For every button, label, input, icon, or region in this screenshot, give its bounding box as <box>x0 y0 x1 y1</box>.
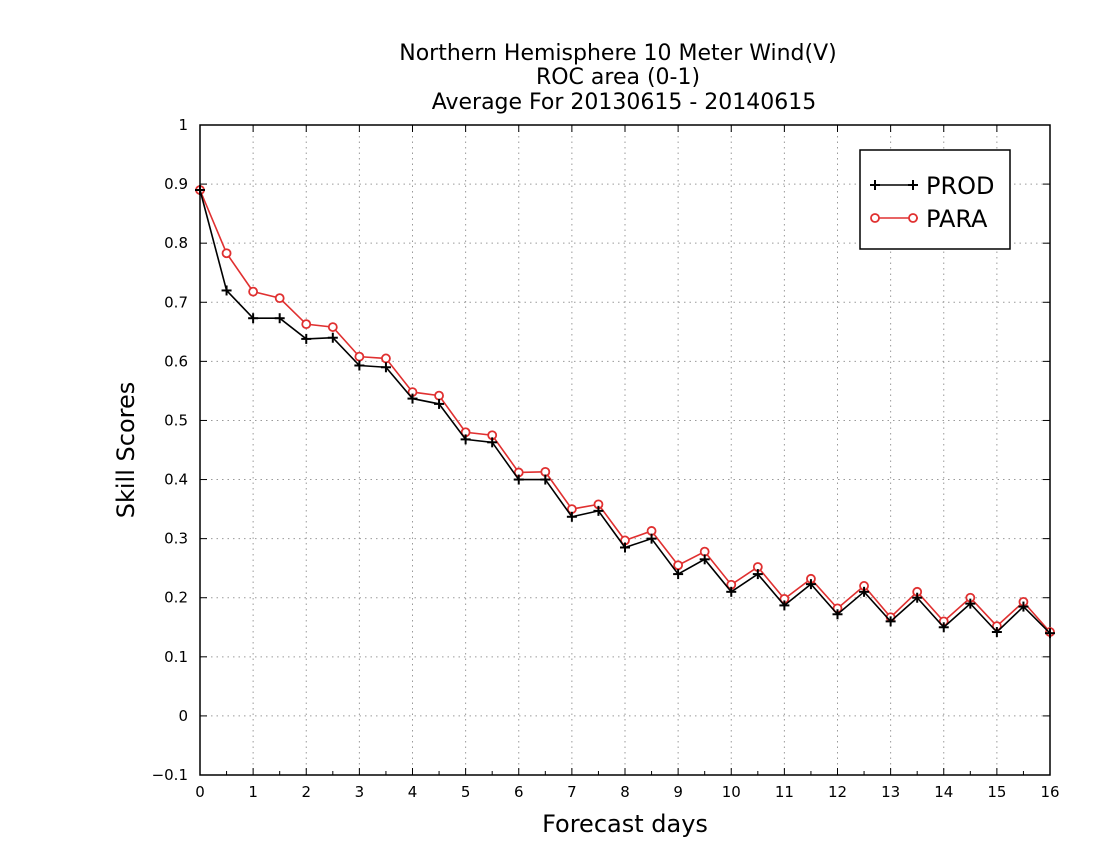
x-tick-label: 12 <box>828 783 847 801</box>
data-point-para <box>301 319 312 330</box>
y-tick-label: 0.4 <box>164 471 188 489</box>
x-axis-ticks: 0 1 2 3 4 5 6 7 8 9 10 11 12 13 14 15 16 <box>195 125 1060 801</box>
data-point-prod <box>407 393 418 404</box>
data-point-para <box>327 322 338 332</box>
legend-item-para: PARA <box>870 205 988 233</box>
x-tick-label: 14 <box>934 783 953 801</box>
legend-box <box>859 149 1011 250</box>
series-prod <box>195 185 1055 639</box>
legend-marker <box>870 180 880 190</box>
data-point-prod <box>460 434 471 445</box>
data-point-prod <box>726 586 737 597</box>
x-tick-label: 8 <box>620 783 630 801</box>
data-point-prod <box>593 505 604 516</box>
legend-marker <box>908 213 918 223</box>
data-point-prod <box>699 554 710 565</box>
x-tick-label: 2 <box>301 783 311 801</box>
data-point-prod <box>380 362 391 373</box>
data-point-prod <box>938 622 949 633</box>
x-tick-label: 15 <box>987 783 1006 801</box>
data-point-para <box>381 353 391 364</box>
title-line-3: Average For 20130615 - 20140615 <box>432 90 817 115</box>
data-point-prod <box>301 333 312 344</box>
legend-marker <box>870 213 880 223</box>
title-line-2: ROC area (0-1) <box>536 65 700 90</box>
data-point-prod <box>354 360 365 371</box>
data-point-para <box>673 560 684 571</box>
x-tick-label: 3 <box>355 783 365 801</box>
x-tick-label: 16 <box>1040 783 1059 801</box>
x-tick-label: 11 <box>775 783 794 801</box>
data-point-para <box>434 390 444 401</box>
x-axis-label: Forecast days <box>542 810 708 838</box>
data-point-prod <box>513 474 524 485</box>
data-point-prod <box>327 332 338 343</box>
data-point-prod <box>991 627 1002 637</box>
y-tick-label: 0.7 <box>164 293 188 311</box>
data-point-prod <box>859 586 870 597</box>
x-tick-label: 4 <box>408 783 418 801</box>
data-point-prod <box>195 185 205 195</box>
data-point-para <box>354 351 365 362</box>
data-point-para <box>274 293 285 304</box>
data-point-prod <box>779 600 790 611</box>
data-point-prod <box>566 511 577 522</box>
y-axis-label: Skill Scores <box>112 382 140 519</box>
legend-item-prod: PROD <box>870 172 995 200</box>
data-point-prod <box>885 616 896 627</box>
data-point-prod <box>1018 601 1029 612</box>
x-tick-label: 6 <box>514 783 524 801</box>
data-point-prod <box>673 569 684 580</box>
data-point-prod <box>1045 628 1055 639</box>
data-point-prod <box>752 569 763 580</box>
legend-label: PROD <box>926 172 995 200</box>
data-point-prod <box>487 437 498 448</box>
y-tick-label: 0 <box>178 707 188 725</box>
y-axis-ticks: −0.1 0 0.1 0.2 0.3 0.4 0.5 0.6 0.7 0.8 0.9 1 <box>152 116 1050 784</box>
data-point-prod <box>805 579 816 590</box>
data-point-prod <box>620 542 630 553</box>
y-tick-label: 1 <box>178 116 188 134</box>
chart-title: Northern Hemisphere 10 Meter Wind(V) ROC… <box>399 41 837 115</box>
legend: PROD PARA <box>859 149 1011 250</box>
y-tick-label: 0.6 <box>164 352 188 370</box>
data-point-prod <box>540 474 551 485</box>
y-tick-label: 0.1 <box>164 648 188 666</box>
y-tick-label: 0.3 <box>164 530 188 548</box>
data-point-prod <box>221 285 232 296</box>
y-tick-label: 0.8 <box>164 234 188 252</box>
data-point-prod <box>248 313 259 324</box>
x-tick-label: 9 <box>673 783 683 801</box>
y-tick-label: 0.5 <box>164 411 188 429</box>
data-point-prod <box>646 533 657 544</box>
data-point-para <box>248 286 259 297</box>
series-lines <box>195 185 1055 639</box>
y-tick-label: 0.9 <box>164 175 188 193</box>
x-tick-label: 13 <box>881 783 900 801</box>
data-point-prod <box>434 398 445 409</box>
legend-label: PARA <box>926 205 988 233</box>
data-point-prod <box>965 598 976 609</box>
x-tick-label: 0 <box>195 783 205 801</box>
data-point-para <box>221 248 232 259</box>
x-tick-label: 1 <box>248 783 258 801</box>
legend-marker <box>908 180 918 190</box>
y-tick-label: −0.1 <box>152 766 188 784</box>
data-point-prod <box>832 609 843 620</box>
x-tick-label: 7 <box>567 783 577 801</box>
data-point-prod <box>274 313 285 324</box>
title-line-1: Northern Hemisphere 10 Meter Wind(V) <box>399 41 837 66</box>
x-tick-label: 10 <box>722 783 741 801</box>
data-point-prod <box>912 592 923 603</box>
y-tick-label: 0.2 <box>164 589 188 607</box>
x-tick-label: 5 <box>461 783 471 801</box>
